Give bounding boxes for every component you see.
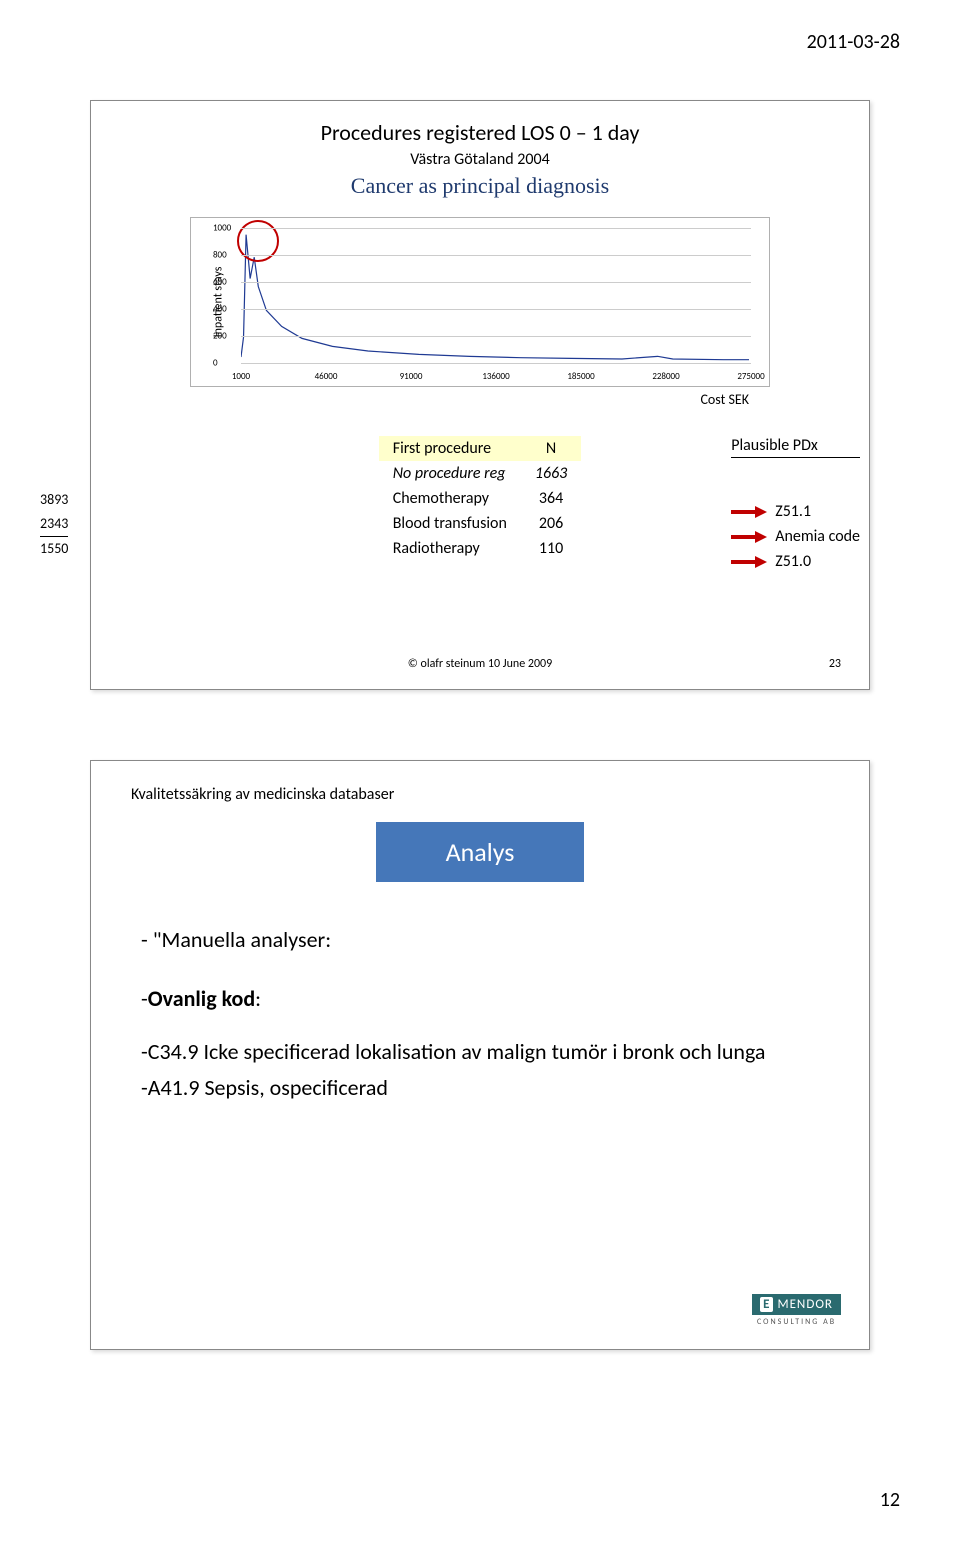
analys-box: Analys (376, 822, 585, 882)
x-tick-label: 228000 (652, 371, 679, 382)
text: - (141, 985, 148, 1012)
table-cell: 364 (521, 486, 581, 511)
plausible-item: Anemia code (775, 527, 860, 546)
page-number: 12 (880, 1488, 900, 1512)
header-date: 2011-03-28 (807, 30, 900, 54)
copyright-text: © olafr steinum 10 June 2009 (91, 657, 869, 671)
plausible-item: Z51.1 (775, 502, 811, 521)
table-cell: Chemotherapy (379, 486, 521, 511)
left-num: 1550 (40, 536, 68, 561)
text: : (255, 985, 261, 1012)
emendor-logo: E MENDOR CONSULTING AB (752, 1294, 841, 1327)
slide2-body: - "Manuella analyser: -Ovanlig kod: -C34… (141, 922, 869, 1105)
procedure-table: First procedure N No procedure reg1663 C… (379, 436, 582, 561)
slide1-title2: Västra Götaland 2004 (91, 150, 869, 169)
table-cell: No procedure reg (379, 461, 521, 486)
gridline (241, 336, 751, 337)
left-num: 2343 (40, 512, 68, 536)
bold-text: Ovanlig kod (148, 985, 255, 1012)
y-tick-label: 600 (213, 277, 227, 288)
gridline (241, 282, 751, 283)
arrow-icon (731, 556, 767, 568)
x-tick-label: 275000 (737, 371, 764, 382)
plausible-column: Plausible PDx Z51.1 Anemia code Z51.0 (731, 436, 860, 571)
gridline (241, 309, 751, 310)
x-tick-label: 1000 (232, 371, 250, 382)
table-header-label: First procedure (379, 436, 521, 461)
table-cell: 1663 (521, 461, 581, 486)
slide1-title1: Procedures registered LOS 0 – 1 day (91, 119, 869, 146)
slide-1: Procedures registered LOS 0 – 1 day Väst… (90, 100, 870, 690)
body-line: - "Manuella analyser: (141, 922, 869, 957)
slide1-title3: Cancer as principal diagnosis (91, 173, 869, 199)
table-header-n: N (521, 436, 581, 461)
x-tick-label: 46000 (315, 371, 338, 382)
gridline (241, 363, 751, 364)
x-tick-label: 91000 (400, 371, 423, 382)
plausible-header: Plausible PDx (731, 436, 860, 458)
slide2-title: Kvalitetssäkring av medicinska databaser (131, 785, 869, 804)
table-cell: Blood transfusion (379, 511, 521, 536)
table-cell: Radiotherapy (379, 536, 521, 561)
chart-container: Inpatient stays 02004006008001000 100046… (190, 217, 770, 387)
y-tick-label: 400 (213, 304, 227, 315)
left-numbers: 3893 2343 1550 (40, 488, 68, 561)
table-cell: 110 (521, 536, 581, 561)
chart-plot-area (241, 228, 749, 361)
body-line: -Ovanlig kod: (141, 981, 869, 1016)
logo-name: MENDOR (777, 1297, 833, 1312)
procedure-table-wrap: 3893 2343 1550 First procedure N No proc… (140, 436, 820, 561)
slide-2: Kvalitetssäkring av medicinska databaser… (90, 760, 870, 1350)
arrow-icon (731, 531, 767, 543)
logo-e-icon: E (760, 1297, 773, 1312)
y-tick-label: 1000 (213, 223, 231, 234)
logo-subtitle: CONSULTING AB (752, 1317, 841, 1327)
chart-line (241, 228, 749, 361)
y-tick-label: 200 (213, 331, 227, 342)
y-tick-label: 0 (213, 358, 218, 369)
gridline (241, 255, 751, 256)
body-line: -A41.9 Sepsis, ospecificerad (141, 1070, 869, 1105)
plausible-item: Z51.0 (775, 552, 811, 571)
table-cell: 206 (521, 511, 581, 536)
gridline (241, 228, 751, 229)
body-line: -C34.9 Icke specificerad lokalisation av… (141, 1034, 869, 1069)
logo-top: E MENDOR (752, 1294, 841, 1315)
left-num: 3893 (40, 488, 68, 512)
x-tick-label: 136000 (482, 371, 509, 382)
y-tick-label: 800 (213, 250, 227, 261)
x-tick-label: 185000 (567, 371, 594, 382)
slide-number: 23 (829, 657, 841, 671)
x-axis-label: Cost SEK (91, 391, 749, 408)
arrow-icon (731, 506, 767, 518)
